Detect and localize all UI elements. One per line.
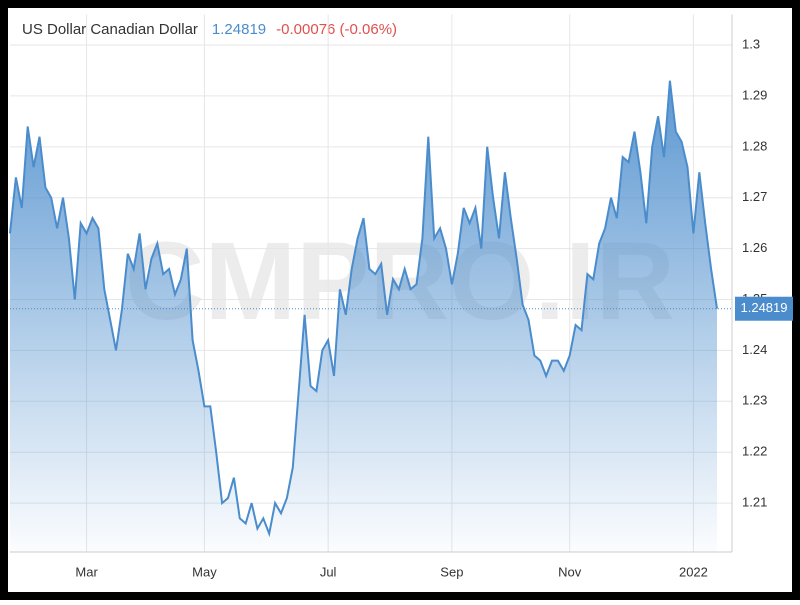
x-tick-label: Jul (320, 564, 337, 579)
y-tick-label: 1.26 (742, 240, 767, 255)
x-tick-label: Mar (75, 564, 98, 579)
y-tick-label: 1.23 (742, 393, 767, 408)
y-tick-label: 1.28 (742, 138, 767, 153)
x-tick-label: 2022 (679, 564, 708, 579)
line (9, 80, 718, 538)
change: -0.00076 (-0.06%) (276, 21, 397, 38)
title: US Dollar Canadian Dollar (22, 21, 198, 38)
y-tick-label: 1.29 (742, 87, 767, 102)
y-tick-label: 1.24 (742, 342, 767, 357)
y-tick-label: 1.3 (742, 36, 760, 51)
y-tick-label: 1.21 (742, 495, 767, 510)
y-tick-label: 1.22 (742, 444, 767, 459)
price: 1.24819 (212, 21, 266, 38)
y-tick-label: 1.27 (742, 189, 767, 204)
x-tick-label: Sep (440, 564, 463, 579)
header: US Dollar Canadian Dollar 1.24819 -0.00076… (22, 21, 397, 38)
price-box-label: 1.24819 (741, 300, 788, 315)
price-box (735, 296, 793, 321)
area-fill (10, 80, 717, 552)
x-tick-label: Nov (558, 564, 582, 579)
x-tick-label: May (192, 564, 217, 579)
